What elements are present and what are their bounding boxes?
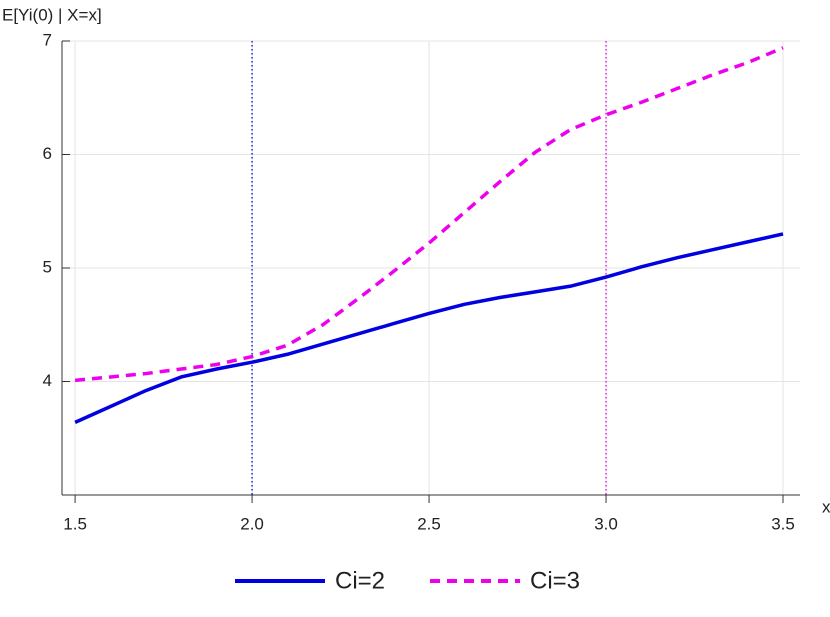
legend-label: Ci=3 <box>530 567 580 594</box>
y-tick-label: 6 <box>43 144 52 163</box>
y-tick-label: 5 <box>43 257 52 276</box>
x-tick-label: 1.5 <box>63 514 87 533</box>
x-tick-label: 3.5 <box>771 514 795 533</box>
y-tick-label: 4 <box>43 371 52 390</box>
x-axis-label: x <box>822 497 830 516</box>
x-tick-label: 2.5 <box>417 514 441 533</box>
legend-label: Ci=2 <box>335 567 385 594</box>
x-tick-label: 3.0 <box>594 514 618 533</box>
x-tick-label: 2.0 <box>240 514 264 533</box>
y-tick-label: 7 <box>43 30 52 49</box>
line <box>74 232 784 424</box>
y-axis-label: E[Yi(0) | X=x] <box>2 5 102 24</box>
